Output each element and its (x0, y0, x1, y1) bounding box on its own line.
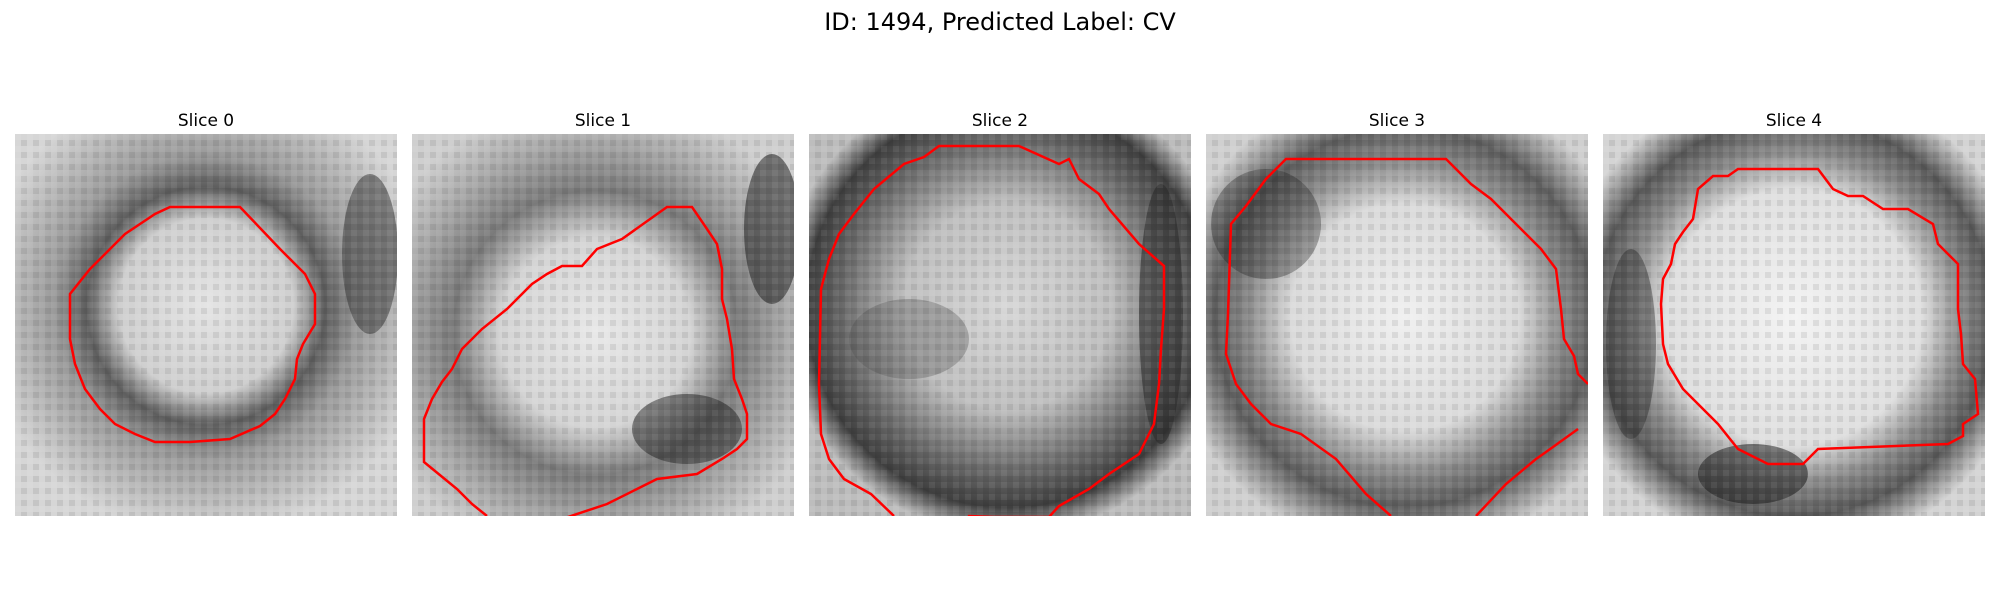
slice-title-1: Slice 1 (574, 111, 632, 131)
slice-panel-3: Slice 3 (1206, 110, 1588, 516)
slice-title-4: Slice 4 (1765, 111, 1823, 131)
slice-image-0 (15, 134, 397, 516)
contour-line-c (1224, 157, 1588, 516)
slice-title-0: Slice 0 (177, 111, 235, 131)
slice-panel-1: Slice 1 (412, 110, 794, 516)
contour-line-b (817, 144, 1166, 516)
slice-image-2 (809, 134, 1191, 516)
figure-title: ID: 1494, Predicted Label: CV (824, 8, 1176, 36)
slice-image-4 (1603, 134, 1985, 516)
slice-panel-2: Slice 2 (809, 110, 1191, 516)
contour-line (68, 205, 317, 444)
slice-title-2: Slice 2 (971, 111, 1029, 131)
slice-image-1 (412, 134, 794, 516)
slice-image-3 (1206, 134, 1588, 516)
slice-panel-0: Slice 0 (15, 110, 397, 516)
slice-panel-4: Slice 4 (1603, 110, 1985, 516)
contour-line-d (1659, 167, 1980, 466)
slice-title-3: Slice 3 (1368, 111, 1426, 131)
contour-line-a (422, 205, 749, 516)
